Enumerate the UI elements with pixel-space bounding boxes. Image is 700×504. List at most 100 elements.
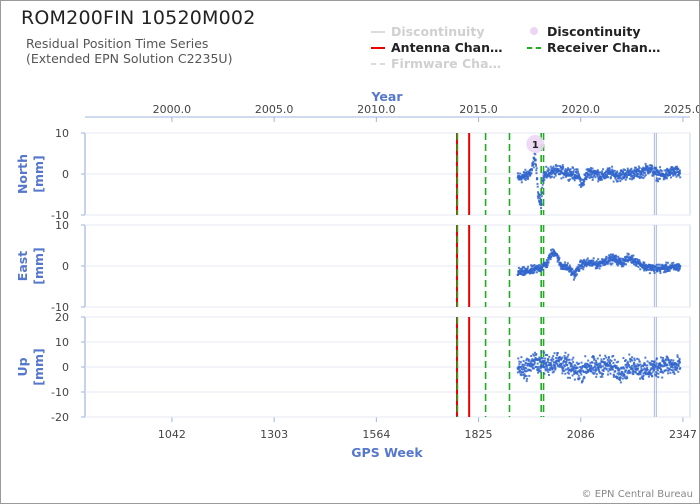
data-point	[516, 371, 519, 374]
data-point	[577, 263, 580, 266]
data-point	[675, 369, 678, 372]
data-point	[572, 356, 575, 359]
data-point	[584, 173, 587, 176]
data-point	[526, 369, 529, 372]
data-point	[572, 177, 575, 180]
panel-y-tick-label: -10	[51, 209, 69, 222]
data-point	[566, 173, 569, 176]
data-point	[586, 371, 589, 374]
data-point	[618, 257, 621, 260]
data-point	[595, 260, 598, 263]
data-point	[579, 259, 582, 262]
data-point	[549, 362, 552, 365]
data-point	[674, 365, 677, 368]
data-point	[592, 369, 595, 372]
data-point	[616, 372, 619, 375]
chart-title: ROM200FIN 10520M002	[21, 7, 256, 29]
data-point	[664, 271, 667, 274]
data-point	[519, 267, 522, 270]
data-point	[678, 358, 681, 361]
data-point	[571, 177, 574, 180]
data-point	[584, 176, 587, 179]
data-point	[598, 262, 601, 265]
data-point	[661, 376, 664, 379]
data-point	[654, 373, 657, 376]
legend-label: Antenna Chan…	[391, 40, 503, 55]
data-point	[646, 366, 649, 369]
data-point	[536, 362, 539, 365]
data-point	[591, 167, 594, 170]
data-point	[663, 363, 666, 366]
data-point	[586, 175, 589, 178]
data-point	[552, 363, 555, 366]
data-point	[599, 362, 602, 365]
data-point	[608, 167, 611, 170]
data-point	[672, 173, 675, 176]
data-point	[533, 269, 536, 272]
data-point	[564, 368, 567, 371]
data-point	[533, 361, 536, 364]
data-point	[556, 164, 559, 167]
data-point	[630, 167, 633, 170]
data-point	[610, 263, 613, 266]
data-point	[672, 268, 675, 271]
data-point	[674, 173, 677, 176]
data-point	[628, 369, 631, 372]
data-point	[568, 178, 571, 181]
data-point	[561, 166, 564, 169]
data-point	[626, 360, 629, 363]
data-point	[594, 261, 597, 264]
data-point	[582, 265, 585, 268]
data-point	[535, 365, 538, 368]
data-point	[558, 257, 561, 260]
data-point	[540, 361, 543, 364]
data-point	[596, 173, 599, 176]
data-point	[537, 193, 540, 196]
data-point	[639, 373, 642, 376]
data-point	[524, 173, 527, 176]
data-point	[668, 363, 671, 366]
data-point	[538, 203, 541, 206]
data-point	[533, 360, 536, 363]
data-point	[657, 365, 660, 368]
data-point	[658, 172, 661, 175]
data-point	[617, 373, 620, 376]
data-point	[615, 365, 618, 368]
data-point	[542, 364, 545, 367]
data-point	[617, 255, 620, 258]
data-point	[648, 361, 651, 364]
data-point	[574, 175, 577, 178]
data-point	[571, 166, 574, 169]
data-point	[532, 160, 535, 163]
bottom-axis-label: GPS Week	[351, 445, 423, 460]
data-point	[616, 171, 619, 174]
data-point	[679, 361, 682, 364]
data-point	[642, 169, 645, 172]
data-point	[551, 371, 554, 374]
data-point	[542, 176, 545, 179]
data-point	[607, 357, 610, 360]
data-point	[580, 178, 583, 181]
data-point	[539, 198, 542, 201]
data-point	[553, 364, 556, 367]
data-point	[560, 363, 563, 366]
data-point	[672, 359, 675, 362]
data-point	[665, 261, 668, 264]
data-point	[518, 371, 521, 374]
data-point	[547, 361, 550, 364]
data-point	[662, 264, 665, 267]
data-point	[537, 197, 540, 200]
top-axis-tick-label: 2000.0	[153, 103, 192, 116]
data-point	[536, 367, 539, 370]
data-point	[590, 172, 593, 175]
data-point	[538, 195, 541, 198]
data-point	[589, 171, 592, 174]
data-point	[546, 175, 549, 178]
panel-y-tick-label: 0	[62, 168, 69, 181]
data-point	[563, 354, 566, 357]
data-point	[677, 167, 680, 170]
data-point	[605, 255, 608, 258]
data-point	[676, 366, 679, 369]
data-point	[541, 186, 544, 189]
data-point	[618, 369, 621, 372]
